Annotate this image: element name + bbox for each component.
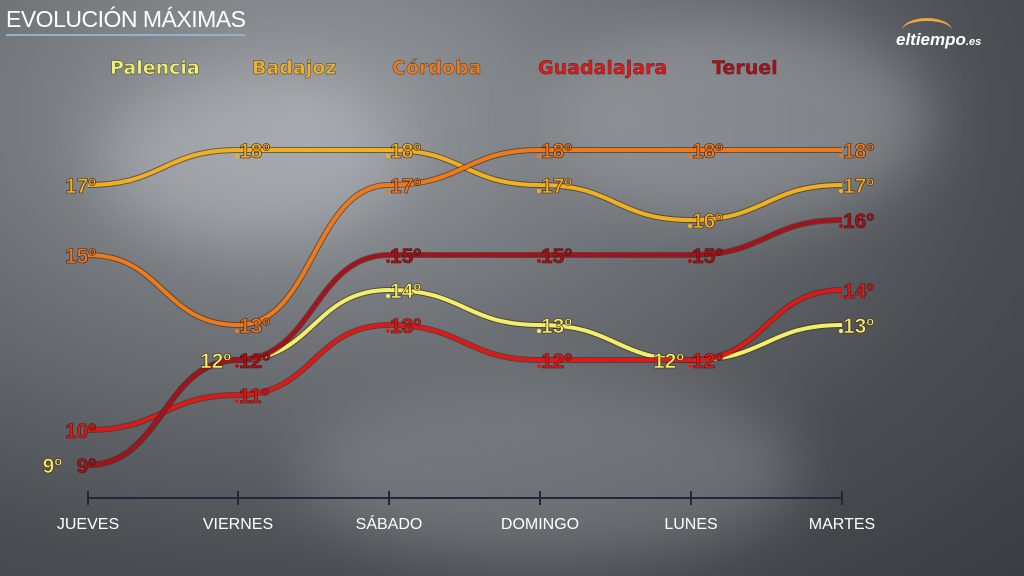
data-point: [386, 329, 390, 333]
data-label: 18º: [390, 140, 421, 163]
series-shadow: [87, 146, 842, 329]
x-tick-label: DOMINGO: [501, 516, 579, 533]
data-label: 9º: [43, 455, 63, 478]
data-label: 12º: [692, 350, 723, 373]
data-label: 15º: [65, 245, 96, 268]
series-shadow: [87, 146, 843, 224]
data-point: [386, 154, 390, 158]
data-point: [235, 154, 239, 158]
data-point: [839, 189, 843, 193]
data-point: [839, 329, 843, 333]
data-label: 12º: [239, 350, 270, 373]
data-point: [839, 294, 843, 298]
legend-guadalajara: Guadalajara: [538, 57, 667, 79]
data-label: 18º: [843, 140, 874, 163]
data-label: 18º: [239, 140, 270, 163]
data-label: 12º: [200, 350, 231, 373]
series-line-córdoba: [87, 147, 842, 328]
data-point: [537, 154, 541, 158]
data-label: 17º: [65, 175, 96, 198]
data-point: [386, 189, 390, 193]
series-line-teruel: [87, 218, 843, 467]
data-label: 16º: [843, 210, 874, 233]
cloud-logo-icon: [902, 18, 952, 43]
legend-teruel: Teruel: [712, 57, 778, 79]
x-tick-label: MARTES: [809, 516, 875, 533]
data-label: 9º: [77, 455, 97, 478]
x-tick-label: JUEVES: [57, 516, 119, 533]
data-label: 15º: [390, 245, 421, 268]
data-point: [235, 329, 239, 333]
x-tick-label: SÁBADO: [356, 514, 423, 533]
data-point: [839, 154, 843, 158]
data-label: 12º: [653, 350, 684, 373]
data-label: 17º: [843, 175, 874, 198]
data-label: 13º: [843, 315, 874, 338]
legend-badajoz: Badajoz: [252, 57, 336, 79]
legend-córdoba: Córdoba: [392, 57, 481, 79]
series-line-badajoz: [87, 147, 843, 223]
data-label: 18º: [541, 140, 572, 163]
data-label: 10º: [65, 420, 96, 443]
data-point: [537, 364, 541, 368]
data-point: [688, 224, 692, 228]
x-tick-label: VIERNES: [203, 516, 273, 533]
data-point: [688, 259, 692, 263]
cloud: [300, 380, 800, 560]
data-point: [537, 259, 541, 263]
data-point: [688, 364, 692, 368]
data-point: [386, 294, 390, 298]
data-label: 13º: [541, 315, 572, 338]
x-tick-label: LUNES: [664, 516, 717, 533]
data-label: 14º: [843, 280, 874, 303]
data-label: 13º: [390, 315, 421, 338]
data-point: [235, 364, 239, 368]
data-label: 14º: [390, 280, 421, 303]
data-label: 17º: [390, 175, 421, 198]
data-label: 18º: [692, 140, 723, 163]
cloud: [100, 80, 400, 240]
data-label: 16º: [692, 210, 723, 233]
data-point: [839, 224, 843, 228]
data-label: 11º: [239, 385, 269, 408]
data-point: [537, 189, 541, 193]
chart-title: EVOLUCIÓN MÁXIMAS: [6, 6, 246, 36]
data-point: [537, 329, 541, 333]
eltiempo-logo: eltiempo.es: [896, 18, 982, 50]
cloud: [550, 20, 930, 220]
data-label: 17º: [541, 175, 572, 198]
data-point: [688, 154, 692, 158]
data-label: 15º: [541, 245, 572, 268]
data-label: 13º: [239, 315, 270, 338]
legend-palencia: Palencia: [110, 57, 200, 79]
data-label: 12º: [541, 350, 572, 373]
data-point: [386, 259, 390, 263]
series-line-guadalajara: [87, 288, 843, 432]
data-point: [235, 399, 239, 403]
data-label: 15º: [692, 245, 723, 268]
logo-suffix: .es: [965, 36, 982, 48]
